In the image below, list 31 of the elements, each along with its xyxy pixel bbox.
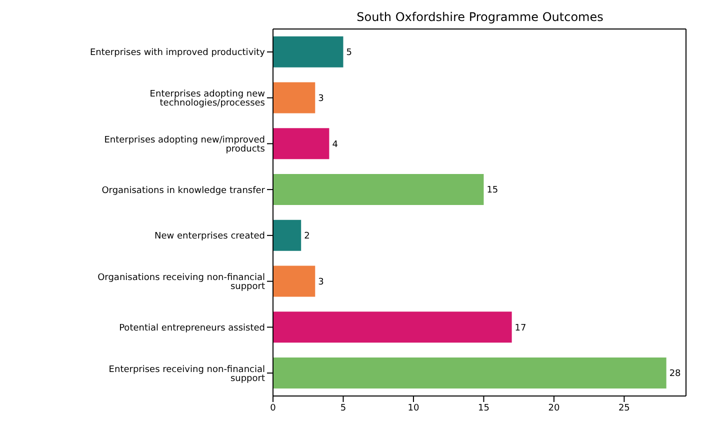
y-tick-label: Organisations in knowledge transfer [102, 186, 266, 196]
bar [273, 220, 302, 251]
x-tick-label: 5 [340, 403, 346, 414]
x-tick-label: 10 [408, 403, 420, 414]
y-tick-label: New enterprises created [154, 232, 265, 242]
bar [273, 36, 344, 68]
bar [273, 82, 316, 114]
data-label: 3 [318, 277, 324, 288]
y-tick-label: Enterprises adopting new/improved products [104, 135, 266, 154]
data-label: 4 [332, 140, 338, 150]
data-label: 3 [318, 94, 324, 104]
data-label: 28 [669, 369, 682, 380]
y-tick-label: Potential entrepreneurs assisted [119, 323, 265, 334]
y-tick-label: Enterprises receiving non-financial support [108, 364, 266, 384]
bar [273, 174, 484, 205]
x-tick-label: 25 [618, 403, 630, 414]
data-label: 2 [304, 232, 310, 242]
x-tick-label: 15 [478, 403, 490, 414]
y-tick-label: Enterprises with improved productivity [90, 48, 266, 58]
x-tick-label: 20 [548, 403, 560, 414]
y-tick-label: Organisations receiving non-financial support [98, 273, 266, 292]
bar [273, 312, 512, 343]
x-tick-label: 0 [270, 403, 276, 414]
bar [273, 128, 330, 160]
y-tick-label: Enterprises adopting new technologies/processes [150, 90, 266, 109]
bar [273, 357, 666, 388]
data-label: 17 [514, 323, 526, 334]
data-label: 5 [346, 48, 352, 58]
data-label: 15 [486, 186, 498, 196]
bar [273, 266, 316, 297]
chart-title: South Oxfordshire Programme Outcomes [356, 9, 604, 26]
